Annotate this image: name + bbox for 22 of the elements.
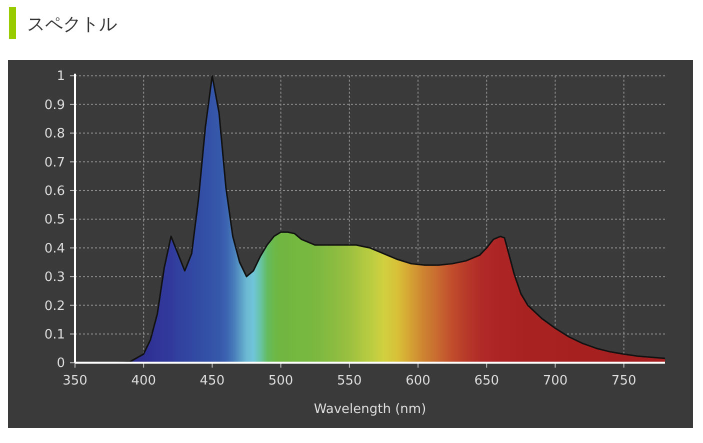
y-tick-label: 0.2 — [44, 298, 65, 314]
y-tick-label: 0.7 — [44, 155, 65, 170]
x-axis-title: Wavelength (nm) — [314, 402, 426, 417]
y-tick-label: 0.1 — [44, 328, 65, 342]
x-tick-label: 650 — [474, 374, 500, 389]
x-tick-label: 700 — [542, 374, 568, 389]
x-tick-label: 550 — [337, 374, 362, 389]
y-tick-label: 0.6 — [44, 184, 65, 199]
x-tick-label: 500 — [268, 374, 294, 389]
chart-title: スペクトル — [27, 14, 117, 35]
y-tick-label: 0.4 — [44, 241, 65, 256]
x-tick-label: 450 — [200, 374, 225, 389]
x-tick-label: 350 — [62, 374, 88, 389]
y-tick-label: 0.8 — [44, 126, 65, 142]
y-tick-label: 1 — [56, 69, 65, 84]
x-tick-label: 750 — [611, 374, 636, 389]
x-tick-label: 600 — [406, 374, 430, 389]
y-tick-label: 0.3 — [44, 270, 65, 286]
y-tick-label: 0.5 — [44, 212, 65, 228]
x-tick-label: 400 — [131, 374, 156, 389]
y-tick-label: 0.9 — [44, 98, 65, 113]
y-tick-label: 0 — [56, 356, 65, 372]
